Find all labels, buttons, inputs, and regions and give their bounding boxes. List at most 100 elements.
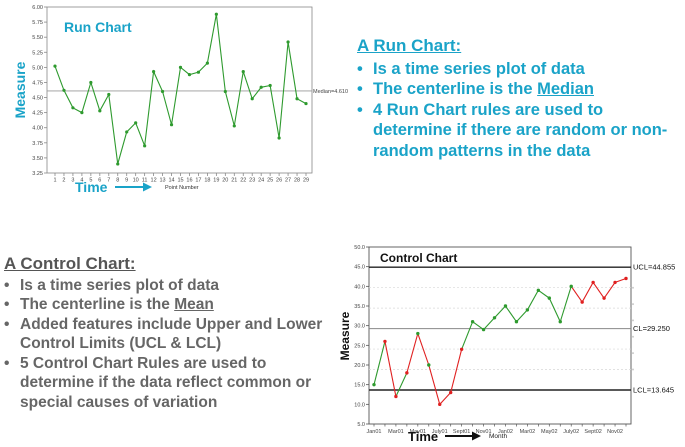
zone-marker	[632, 335, 634, 338]
bullet-item: • 4 Run Chart rules are used to determine…	[357, 100, 682, 162]
bullet-text: 4 Run Chart rules are used to determine …	[373, 100, 668, 160]
run-chart-description: A Run Chart: • Is a time series plot of d…	[357, 36, 682, 161]
data-point	[107, 92, 111, 97]
data-point	[394, 394, 398, 399]
bullet-dot-icon: •	[4, 315, 10, 333]
x-tick-label: May02	[541, 429, 558, 435]
data-point	[205, 61, 209, 65]
x-tick-label: Jan02	[498, 429, 513, 435]
median-label: Median=4.610	[313, 89, 348, 95]
data-point	[223, 89, 227, 94]
x-tick-label: 2	[62, 178, 65, 184]
zone-marker	[632, 303, 634, 306]
y-tick-label: 15.0	[354, 383, 365, 389]
data-point	[116, 162, 120, 166]
series-segment	[614, 277, 627, 283]
data-point	[134, 121, 138, 125]
x-tick-label: May01	[410, 429, 427, 435]
x-tick-label: 26	[276, 178, 282, 184]
x-tick-label: Jan01	[367, 429, 382, 435]
series-segment	[603, 282, 616, 299]
y-tick-label: 5.50	[32, 35, 43, 41]
series-segment	[581, 282, 594, 303]
control-chart-description: A Control Chart: • Is a time series plot …	[4, 254, 334, 412]
bullet-item: • Is a time series plot of data	[4, 276, 334, 296]
x-tick-label: Sept01	[453, 429, 470, 435]
zone-marker	[632, 352, 634, 355]
series-segment	[526, 289, 539, 311]
y-axis-label: Measure	[338, 311, 352, 360]
series-segment	[395, 372, 408, 397]
y-tick-label: 5.0	[357, 422, 365, 428]
data-point	[459, 347, 464, 351]
plot-frame	[368, 246, 632, 425]
y-tick-label: 40.0	[354, 284, 365, 290]
data-point	[178, 65, 183, 69]
x-tick-label: July02	[563, 429, 579, 435]
x-tick-label: 6	[98, 178, 101, 184]
data-point	[277, 136, 281, 140]
y-tick-label: 3.50	[32, 156, 43, 162]
x-tick-label: 10	[133, 178, 139, 184]
series-segment	[592, 282, 605, 299]
series-segment	[570, 286, 583, 303]
bullet-dot-icon: •	[4, 354, 10, 372]
series-segment	[417, 333, 430, 366]
y-tick-label: 5.25	[32, 50, 43, 56]
series-segment	[516, 309, 528, 323]
data-point	[62, 88, 66, 92]
series-segment	[559, 286, 572, 322]
arrow-right-icon	[445, 431, 481, 441]
y-tick-label: 5.75	[32, 20, 43, 26]
x-tick-label: 23	[249, 178, 255, 184]
series-segment	[494, 305, 506, 319]
y-tick-label: 45.0	[354, 265, 365, 271]
series-segment	[505, 305, 517, 323]
x-tick-label: 15	[177, 178, 183, 184]
x-tick-label: 5	[89, 178, 92, 184]
data-point	[53, 64, 57, 68]
x-tick-label: 16	[186, 178, 192, 184]
ucl-label: UCL=44.855	[633, 263, 675, 272]
x-tick-label: Nov02	[607, 429, 623, 435]
y-tick-label: 30.0	[354, 324, 365, 330]
bullet-emphasis: Median	[537, 80, 594, 98]
data-point	[372, 382, 376, 387]
y-tick-label: 35.0	[354, 304, 365, 310]
data-point	[470, 320, 475, 324]
y-tick-label: 25.0	[354, 343, 365, 349]
data-point	[98, 109, 102, 113]
x-tick-label: 1	[53, 178, 56, 184]
data-point	[295, 97, 299, 101]
x-axis-label: Point Number	[165, 185, 199, 191]
bullet-emphasis: Mean	[174, 296, 214, 313]
x-tick-label: 14	[168, 178, 174, 184]
data-point	[286, 40, 290, 44]
data-point	[525, 308, 530, 312]
series-segment	[548, 297, 561, 322]
series-segment	[472, 321, 484, 331]
bullet-item: • The centerline is the Mean	[4, 295, 334, 315]
run-chart-bullets: • Is a time series plot of data • The cent…	[357, 59, 682, 162]
series-segment	[483, 317, 495, 330]
plot-frame	[46, 6, 313, 174]
x-tick-label: 19	[213, 178, 219, 184]
series-segment	[373, 341, 386, 385]
x-tick-label: 11	[142, 178, 148, 184]
zone-marker	[632, 319, 634, 322]
y-tick-label: 20.0	[354, 363, 365, 369]
x-tick-label: 20	[222, 178, 228, 184]
x-tick-label: Mar01	[388, 429, 404, 435]
control-chart-heading: A Control Chart:	[4, 254, 136, 273]
y-tick-label: 4.25	[32, 111, 43, 117]
bullet-dot-icon: •	[357, 80, 363, 98]
y-tick-label: 3.75	[32, 141, 43, 147]
bullet-dot-icon: •	[4, 296, 10, 313]
x-tick-label: 29	[303, 178, 309, 184]
chart-title: Control Chart	[380, 251, 457, 265]
data-point	[569, 284, 573, 289]
arrow-right-icon	[115, 182, 152, 192]
x-tick-label: Sept02	[584, 429, 601, 435]
data-point	[558, 320, 562, 324]
data-point	[416, 331, 420, 336]
